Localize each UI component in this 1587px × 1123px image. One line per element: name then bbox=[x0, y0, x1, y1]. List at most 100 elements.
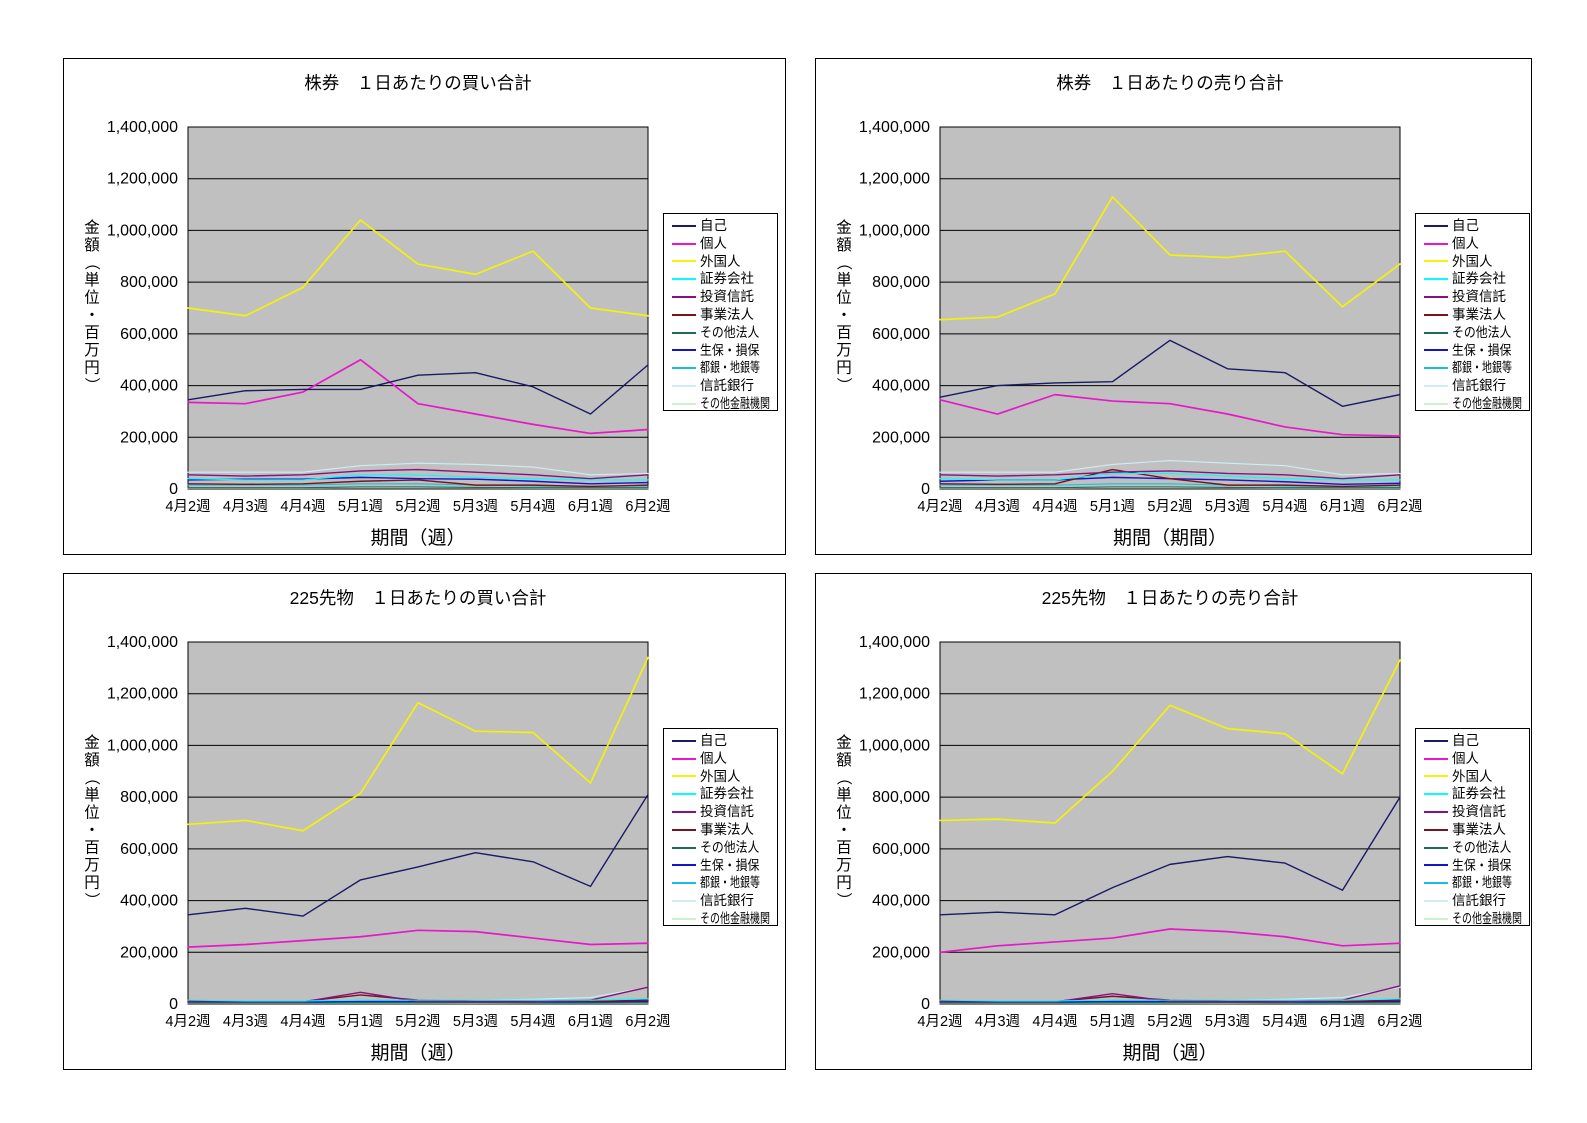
svg-text:800,000: 800,000 bbox=[872, 789, 930, 806]
svg-text:1,400,000: 1,400,000 bbox=[107, 119, 178, 136]
svg-text:5月3週: 5月3週 bbox=[453, 1013, 498, 1030]
svg-text:・: ・ bbox=[836, 822, 852, 839]
svg-text:225先物 １日あたりの売り合計: 225先物 １日あたりの売り合計 bbox=[1042, 588, 1299, 608]
svg-text:期間（週）: 期間（週） bbox=[370, 527, 465, 549]
svg-text:6月1週: 6月1週 bbox=[568, 498, 613, 515]
svg-text:1,200,000: 1,200,000 bbox=[859, 686, 930, 703]
svg-text:金: 金 bbox=[836, 219, 852, 237]
svg-text:600,000: 600,000 bbox=[120, 841, 178, 858]
svg-text:4月3週: 4月3週 bbox=[975, 498, 1020, 515]
svg-text:5月2週: 5月2週 bbox=[395, 498, 440, 515]
svg-text:4月3週: 4月3週 bbox=[975, 1013, 1020, 1030]
svg-text:4月4週: 4月4週 bbox=[1032, 1013, 1077, 1030]
svg-text:位: 位 bbox=[836, 804, 852, 822]
svg-text:4月3週: 4月3週 bbox=[223, 498, 268, 515]
svg-text:1,200,000: 1,200,000 bbox=[107, 686, 178, 703]
svg-text:5月2週: 5月2週 bbox=[395, 1013, 440, 1030]
svg-text:600,000: 600,000 bbox=[872, 841, 930, 858]
svg-text:600,000: 600,000 bbox=[872, 326, 930, 343]
svg-text:6月2週: 6月2週 bbox=[1377, 498, 1422, 515]
svg-text:1,000,000: 1,000,000 bbox=[859, 222, 930, 239]
svg-text:金: 金 bbox=[836, 734, 852, 752]
svg-text:800,000: 800,000 bbox=[120, 274, 178, 291]
svg-text:6月2週: 6月2週 bbox=[1377, 1013, 1422, 1030]
svg-text:百: 百 bbox=[836, 840, 852, 857]
svg-text:1,000,000: 1,000,000 bbox=[859, 737, 930, 754]
svg-text:単: 単 bbox=[836, 786, 852, 804]
svg-text:万: 万 bbox=[84, 342, 100, 359]
svg-text:円: 円 bbox=[836, 875, 852, 892]
svg-text:単: 単 bbox=[84, 271, 100, 289]
svg-text:・: ・ bbox=[84, 307, 100, 324]
svg-text:400,000: 400,000 bbox=[120, 893, 178, 910]
svg-text:600,000: 600,000 bbox=[120, 326, 178, 343]
svg-text:0: 0 bbox=[921, 481, 930, 498]
svg-text:5月4週: 5月4週 bbox=[510, 498, 555, 515]
svg-text:5月4週: 5月4週 bbox=[510, 1013, 555, 1030]
svg-text:百: 百 bbox=[836, 325, 852, 342]
svg-text:4月2週: 4月2週 bbox=[165, 1013, 210, 1030]
svg-text:6月2週: 6月2週 bbox=[625, 1013, 670, 1030]
svg-text:額: 額 bbox=[836, 236, 852, 254]
svg-text:円: 円 bbox=[84, 875, 100, 892]
svg-text:位: 位 bbox=[836, 289, 852, 307]
svg-text:株券 １日あたりの売り合計: 株券 １日あたりの売り合計 bbox=[1056, 73, 1284, 93]
svg-text:円: 円 bbox=[84, 360, 100, 377]
svg-text:万: 万 bbox=[84, 857, 100, 874]
svg-text:5月1週: 5月1週 bbox=[338, 1013, 383, 1030]
svg-text:0: 0 bbox=[169, 481, 178, 498]
svg-text:5月3週: 5月3週 bbox=[453, 498, 498, 515]
svg-text:1,400,000: 1,400,000 bbox=[107, 634, 178, 651]
svg-text:200,000: 200,000 bbox=[120, 944, 178, 961]
svg-text:1,200,000: 1,200,000 bbox=[859, 171, 930, 188]
svg-text:額: 額 bbox=[84, 751, 100, 769]
svg-text:1,400,000: 1,400,000 bbox=[859, 119, 930, 136]
svg-text:6月2週: 6月2週 bbox=[625, 498, 670, 515]
svg-text:4月3週: 4月3週 bbox=[223, 1013, 268, 1030]
svg-text:0: 0 bbox=[921, 996, 930, 1013]
svg-text:1,000,000: 1,000,000 bbox=[107, 737, 178, 754]
svg-text:200,000: 200,000 bbox=[872, 944, 930, 961]
svg-text:（: （ bbox=[835, 255, 852, 271]
svg-text:4月2週: 4月2週 bbox=[917, 498, 962, 515]
svg-text:6月1週: 6月1週 bbox=[568, 1013, 613, 1030]
svg-text:5月3週: 5月3週 bbox=[1205, 498, 1250, 515]
svg-text:4月4週: 4月4週 bbox=[280, 498, 325, 515]
svg-text:5月1週: 5月1週 bbox=[1090, 1013, 1135, 1030]
svg-text:金: 金 bbox=[84, 219, 100, 237]
svg-text:円: 円 bbox=[836, 360, 852, 377]
svg-text:百: 百 bbox=[84, 325, 100, 342]
svg-text:6月1週: 6月1週 bbox=[1320, 498, 1365, 515]
svg-text:200,000: 200,000 bbox=[120, 429, 178, 446]
svg-text:5月2週: 5月2週 bbox=[1147, 498, 1192, 515]
svg-text:400,000: 400,000 bbox=[120, 378, 178, 395]
svg-text:1,200,000: 1,200,000 bbox=[107, 171, 178, 188]
svg-text:400,000: 400,000 bbox=[872, 378, 930, 395]
svg-text:単: 単 bbox=[84, 786, 100, 804]
svg-text:期間（期間）: 期間（期間） bbox=[1113, 527, 1227, 549]
svg-text:（: （ bbox=[83, 255, 100, 271]
svg-text:額: 額 bbox=[836, 751, 852, 769]
svg-text:200,000: 200,000 bbox=[872, 429, 930, 446]
svg-text:800,000: 800,000 bbox=[120, 789, 178, 806]
svg-text:万: 万 bbox=[836, 857, 852, 874]
svg-text:5月1週: 5月1週 bbox=[338, 498, 383, 515]
svg-text:4月2週: 4月2週 bbox=[165, 498, 210, 515]
svg-text:万: 万 bbox=[836, 342, 852, 359]
svg-text:5月4週: 5月4週 bbox=[1262, 498, 1307, 515]
svg-text:4月4週: 4月4週 bbox=[280, 1013, 325, 1030]
svg-text:1,400,000: 1,400,000 bbox=[859, 634, 930, 651]
svg-text:期間（週）: 期間（週） bbox=[1122, 1042, 1217, 1064]
svg-text:5月4週: 5月4週 bbox=[1262, 1013, 1307, 1030]
svg-text:（: （ bbox=[835, 770, 852, 786]
svg-text:800,000: 800,000 bbox=[872, 274, 930, 291]
svg-text:）: ） bbox=[835, 892, 852, 908]
svg-text:（: （ bbox=[83, 770, 100, 786]
svg-text:4月4週: 4月4週 bbox=[1032, 498, 1077, 515]
svg-text:225先物 １日あたりの買い合計: 225先物 １日あたりの買い合計 bbox=[290, 588, 547, 608]
svg-text:400,000: 400,000 bbox=[872, 893, 930, 910]
svg-text:位: 位 bbox=[84, 804, 100, 822]
svg-text:金: 金 bbox=[84, 734, 100, 752]
svg-text:単: 単 bbox=[836, 271, 852, 289]
svg-text:5月2週: 5月2週 bbox=[1147, 1013, 1192, 1030]
